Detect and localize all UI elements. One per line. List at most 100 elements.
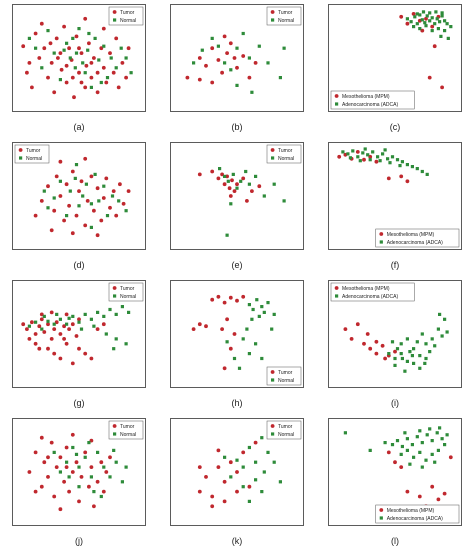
scatter-panel: Mesothelioma (MPM) Adenocarcinoma (ADCA) (… [328, 4, 462, 132]
scatter-point-normal [99, 494, 103, 499]
scatter-point-tumor [101, 26, 106, 31]
scatter-point-tumor [37, 324, 42, 329]
scatter-point-tumor [64, 182, 69, 187]
scatter-point-tumor [210, 297, 215, 302]
scatter-point-tumor [33, 31, 38, 36]
scatter-point-tumor [52, 90, 57, 95]
scatter-point-normal [257, 44, 261, 48]
scatter-point-tumor [349, 337, 354, 341]
legend-entry: Adenocarcinoma (ADCA) [387, 240, 443, 246]
scatter-point-tumor [197, 489, 202, 494]
scatter-point-normal [241, 485, 245, 489]
scatter-point-normal [192, 61, 196, 65]
scatter-point-tumor [225, 317, 229, 322]
scatter-point-tumor [70, 432, 75, 437]
scatter-plot-area: Mesothelioma (MPM) Adenocarcinoma (ADCA) [328, 280, 462, 388]
legend-marker-circle [270, 10, 275, 14]
scatter-point-normal [428, 11, 432, 15]
scatter-point-tumor [48, 41, 53, 46]
scatter-point-tumor [99, 460, 104, 465]
scatter-point-tumor [95, 186, 100, 191]
scatter-point-normal [237, 366, 242, 370]
scatter-point-tumor [64, 445, 69, 450]
scatter-point-normal [81, 61, 85, 65]
scatter-point-tumor [337, 154, 342, 159]
scatter-point-normal [52, 196, 56, 200]
scatter-plot-area: Mesothelioma (MPM) Adenocarcinoma (ADCA) [328, 4, 462, 112]
scatter-point-tumor [92, 208, 96, 213]
legend-entry: Tumor [278, 10, 293, 16]
scatter-point-normal [87, 441, 91, 445]
scatter-point-tumor [58, 159, 63, 164]
scatter-point-tumor [216, 465, 221, 469]
scatter-point-tumor [54, 465, 59, 469]
scatter-point-normal [58, 470, 62, 474]
scatter-point-tumor [386, 450, 391, 455]
scatter-point-normal [405, 437, 409, 441]
scatter-point-tumor [399, 14, 404, 19]
scatter-point-tumor [33, 450, 38, 455]
scatter-panel: Tumor Normal (e) [170, 142, 304, 270]
scatter-point-tumor [250, 189, 254, 193]
scatter-point-normal [272, 312, 276, 316]
scatter-point-normal [71, 314, 75, 318]
scatter-point-tumor [95, 70, 100, 75]
scatter-point-tumor [343, 327, 348, 331]
scatter-point-tumor [111, 189, 116, 193]
scatter-point-tumor [95, 233, 100, 238]
scatter-point-normal [247, 445, 251, 450]
scatter-point-normal [430, 452, 434, 456]
scatter-point-normal [247, 499, 251, 503]
scatter-point-tumor [92, 56, 96, 60]
scatter-point-normal [62, 48, 66, 52]
scatter-point-normal [218, 167, 222, 171]
scatter-point-normal [65, 41, 69, 45]
scatter-point-normal [440, 334, 444, 338]
scatter-point-tumor [405, 489, 410, 494]
scatter-point-tumor [39, 435, 44, 440]
scatter-point-normal [112, 448, 116, 452]
scatter-point-tumor [30, 320, 34, 325]
legend-marker-square [19, 156, 23, 160]
scatter-point-tumor [241, 294, 246, 299]
scatter-point-normal [46, 206, 50, 210]
scatter-point-tumor [64, 312, 69, 317]
scatter-point-tumor [89, 75, 94, 80]
scatter-point-normal [232, 356, 237, 361]
scatter-point-tumor [104, 470, 109, 474]
scatter-point-normal [52, 450, 56, 454]
scatter-point-normal [386, 157, 390, 161]
scatter-point-normal [235, 46, 239, 50]
scatter-point-tumor [39, 199, 44, 203]
scatter-point-tumor [216, 176, 221, 181]
scatter-point-tumor [216, 58, 221, 62]
scatter-point-tumor [197, 172, 202, 177]
scatter-point-tumor [116, 85, 121, 90]
legend: Tumor Normal [108, 282, 144, 302]
legend-entry: Tumor [278, 148, 293, 154]
scatter-point-normal [235, 458, 239, 462]
scatter-plot-area: Mesothelioma (MPM) Adenocarcinoma (ADCA) [328, 142, 462, 250]
scatter-point-normal [86, 48, 90, 52]
scatter-point-normal [226, 179, 230, 183]
scatter-point-tumor [111, 70, 116, 75]
scatter-point-tumor [77, 499, 81, 504]
scatter-point-tumor [67, 327, 71, 331]
scatter-point-normal [428, 19, 432, 23]
scatter-point-normal [403, 431, 407, 435]
scatter-point-normal [77, 485, 81, 489]
scatter-point-normal [420, 169, 424, 174]
scatter-point-normal [96, 310, 100, 314]
legend-entry: Normal [278, 432, 294, 438]
scatter-point-normal [77, 465, 81, 469]
scatter-point-tumor [89, 61, 94, 65]
scatter-point-normal [73, 176, 77, 180]
legend: Tumor Normal [266, 144, 302, 164]
scatter-point-tumor [227, 186, 232, 191]
scatter-point-tumor [220, 327, 224, 331]
scatter-point-tumor [241, 450, 246, 455]
scatter-point-normal [244, 169, 248, 174]
scatter-point-normal [102, 465, 106, 469]
scatter-point-tumor [108, 455, 112, 460]
scatter-point-normal [433, 460, 437, 464]
